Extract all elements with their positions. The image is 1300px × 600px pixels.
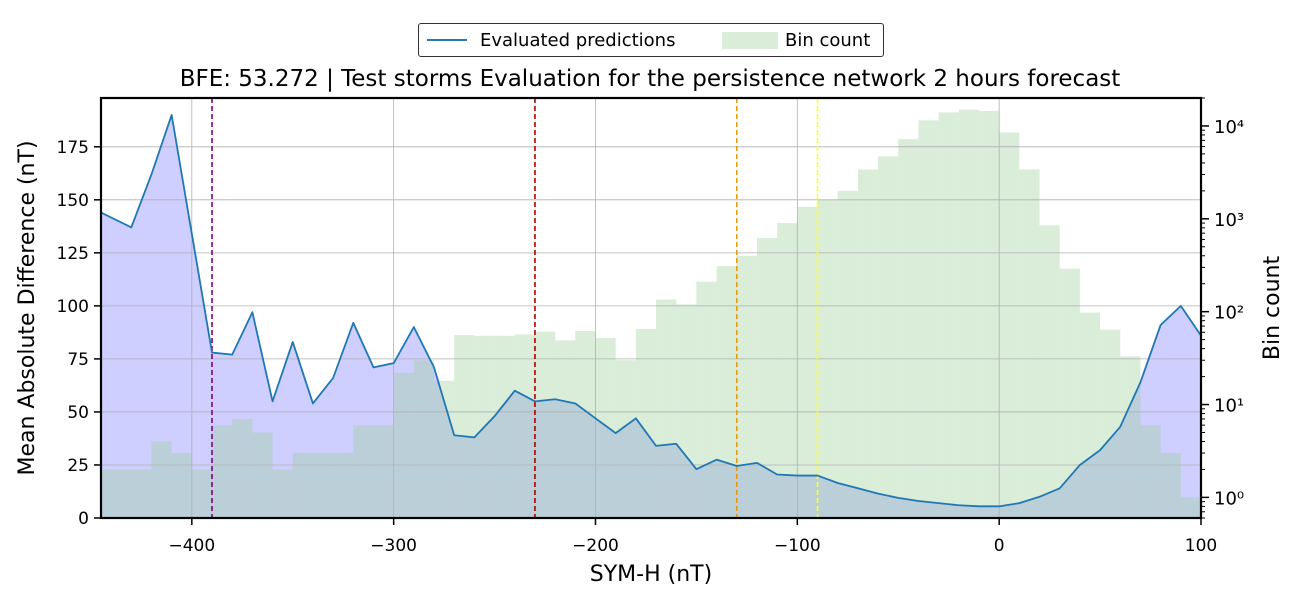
bin-count-bar: [191, 469, 213, 518]
x-tick-label: −200: [572, 536, 619, 556]
bin-count-bar: [898, 139, 919, 518]
bin-count-bar: [101, 469, 132, 518]
y-tick-label: 25: [67, 456, 89, 476]
bin-count-bar: [978, 110, 1000, 518]
bin-count-bar: [918, 120, 939, 518]
bin-count-bar: [1100, 329, 1121, 518]
bin-count-bar: [373, 425, 394, 518]
bin-count-bar: [615, 360, 636, 518]
legend-bin-swatch: [722, 32, 778, 49]
bin-count-bar: [1059, 268, 1080, 518]
bin-count-bar: [312, 453, 334, 518]
y2-tick-label: 10¹: [1214, 396, 1244, 417]
x-tick-label: −100: [774, 536, 821, 556]
bin-count-bar: [696, 281, 717, 518]
prediction-line: [101, 114, 1201, 508]
bin-count-bar: [1120, 356, 1141, 518]
bin-count-bar: [171, 453, 192, 518]
bin-count-bar: [333, 453, 354, 518]
bin-count-bar: [777, 223, 798, 518]
bin-count-bar: [212, 425, 233, 518]
y2-tick-label: 10⁴: [1214, 117, 1244, 138]
bin-count-bar: [292, 453, 313, 518]
bin-count-bar: [272, 469, 293, 518]
bin-count-bar: [131, 469, 152, 518]
y-tick-label: 0: [78, 509, 89, 529]
y-axis-label: Mean Absolute Difference (nT): [15, 140, 40, 475]
bin-count-bar: [1180, 497, 1201, 518]
y-tick-label: 75: [67, 350, 89, 370]
bin-count-bar: [434, 380, 455, 518]
bin-count-bar: [878, 156, 899, 518]
y2-tick-label: 10²: [1214, 303, 1244, 324]
y-tick-label: 50: [67, 403, 89, 423]
bin-count-bar: [676, 304, 697, 518]
bin-count-bar: [393, 372, 414, 518]
bin-count-bar: [797, 206, 818, 518]
x-axis-label: SYM-H (nT): [590, 562, 712, 587]
bin-count-bar: [938, 112, 959, 518]
bin-count-bar: [595, 338, 616, 518]
x-tick-label: −400: [168, 536, 215, 556]
bin-count-bar: [555, 340, 576, 518]
bin-count-bar: [857, 169, 879, 518]
chart-title: BFE: 53.272 | Test storms Evaluation for…: [179, 66, 1121, 92]
bin-count-bar: [514, 334, 535, 518]
bin-count-bar: [958, 109, 979, 518]
y-tick-label: 175: [57, 138, 89, 158]
legend-line-swatch: [427, 39, 467, 41]
plot-frame: [99, 96, 1203, 520]
legend-label-predictions: Evaluated predictions: [480, 30, 676, 51]
y2-axis-label: Bin count: [1260, 256, 1285, 361]
legend-label-bin-count: Bin count: [785, 30, 871, 51]
bin-count-bar: [353, 425, 374, 518]
y-tick-label: 125: [57, 244, 89, 264]
bin-count-bar: [232, 418, 253, 518]
y-tick-label: 150: [57, 191, 89, 211]
legend: Evaluated predictions Bin count: [418, 23, 884, 57]
bin-count-bar: [494, 335, 515, 518]
y2-tick-label: 10³: [1214, 210, 1244, 231]
bin-count-bar: [1140, 425, 1161, 518]
bin-count-bar: [454, 335, 475, 518]
bin-count-bar: [716, 266, 737, 518]
bin-count-bar: [736, 255, 757, 518]
y-tick-label: 100: [57, 297, 89, 317]
bin-count-bar: [999, 132, 1020, 518]
bin-count-bar: [1019, 169, 1040, 518]
bin-count-bar: [252, 432, 273, 518]
bin-count-bar: [575, 330, 596, 518]
x-tick-label: 0: [994, 536, 1005, 556]
bin-count-bar: [1079, 312, 1101, 518]
y2-tick-label: 10⁰: [1214, 488, 1244, 509]
bin-count-bar: [656, 299, 677, 518]
x-tick-label: 100: [1185, 536, 1217, 556]
bin-count-bar: [756, 238, 778, 518]
mae-area: [101, 114, 1201, 518]
bin-count-bar: [151, 441, 172, 518]
bin-count-bar: [635, 329, 657, 518]
bin-count-bar: [837, 190, 858, 518]
bin-count-bar: [1160, 453, 1181, 518]
bin-count-bar: [534, 331, 556, 518]
bin-count-bar: [413, 360, 435, 518]
x-tick-label: −300: [370, 536, 417, 556]
bin-count-bar: [1039, 225, 1060, 518]
